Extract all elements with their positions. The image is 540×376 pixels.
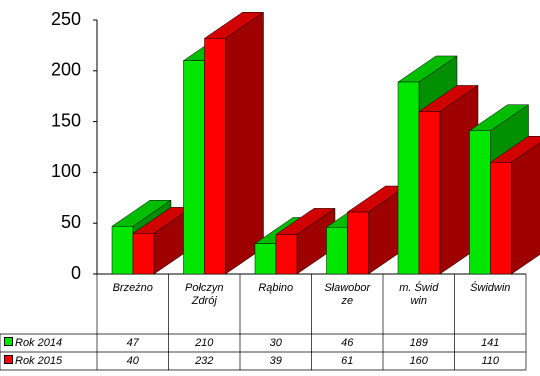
table-value: 232 [195, 355, 214, 367]
bar-front [132, 233, 155, 275]
bar-side [225, 11, 264, 275]
bar-front [418, 111, 441, 275]
bar-front [397, 81, 420, 275]
table-value: 39 [269, 355, 282, 367]
y-tick-label: 50 [61, 212, 81, 232]
bar-front [347, 211, 369, 275]
table-value: 110 [481, 355, 500, 367]
table-value: 40 [126, 355, 139, 367]
table-value: 141 [481, 337, 500, 349]
x-tick-label: Połczyn Zdrój [184, 282, 224, 307]
y-tick-label: 250 [51, 9, 81, 29]
y-tick-label: 100 [51, 161, 81, 181]
bar-front [111, 225, 134, 275]
table-value: 46 [341, 337, 354, 349]
table-value: 61 [341, 355, 354, 367]
table-value: 210 [195, 337, 214, 349]
bar [346, 185, 408, 275]
bar-front [183, 60, 205, 275]
table-value: 189 [409, 337, 428, 349]
bar-front [275, 234, 298, 275]
legend-entry: Rok 2015 [0, 352, 62, 370]
x-tick-label: Rąbino [258, 282, 294, 294]
x-tick-label: m. Świdwin [399, 282, 439, 307]
bar-front [254, 243, 277, 275]
bar [489, 135, 540, 275]
bar-front [204, 38, 226, 275]
legend-swatch [4, 355, 13, 364]
x-tick-label: Sławoborze [324, 282, 371, 307]
y-tick-label: 0 [71, 263, 81, 283]
x-tick-label: Brzeżno [112, 282, 153, 294]
bar-front [490, 161, 512, 275]
x-tick-label: Świdwin [470, 282, 511, 294]
table-value: 160 [409, 355, 428, 367]
legend-label: Rok 2014 [15, 337, 63, 349]
bar [418, 84, 479, 275]
legend-label: Rok 2015 [15, 355, 63, 367]
table-value: 30 [269, 337, 282, 349]
bar-front [326, 227, 348, 275]
bar-front [469, 130, 491, 275]
y-tick-label: 150 [51, 110, 81, 130]
bar [203, 11, 265, 275]
table-value: 47 [126, 337, 139, 349]
legend-swatch [4, 337, 13, 346]
y-tick-label: 200 [51, 60, 81, 80]
bar [275, 207, 336, 275]
legend-entry: Rok 2014 [0, 334, 62, 352]
bar [132, 206, 193, 275]
